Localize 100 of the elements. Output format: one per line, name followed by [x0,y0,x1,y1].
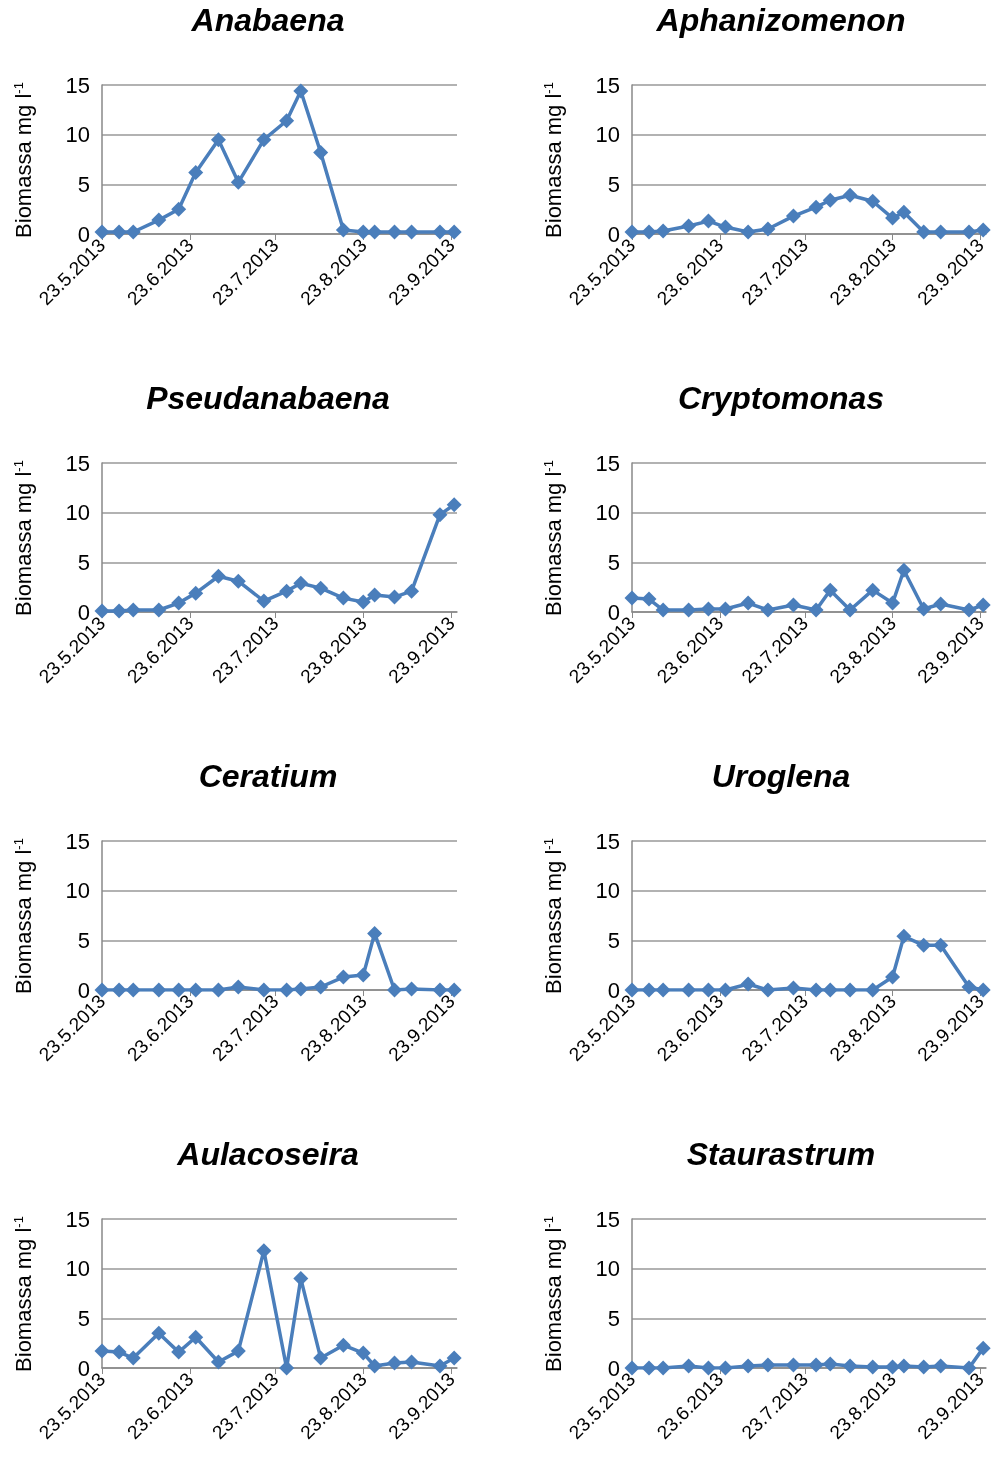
point [367,587,383,603]
point [313,979,329,995]
point [293,981,309,997]
point [404,1354,420,1370]
point [865,582,881,598]
point [210,1354,226,1370]
point [717,219,733,235]
point [717,601,733,617]
point [681,602,697,618]
point [151,602,167,618]
y-tick-label: 10 [595,878,620,904]
y-tick-label: 15 [65,1206,90,1232]
point [111,1344,127,1360]
point [279,583,295,599]
chart-title: Cryptomonas [676,379,886,418]
chart-title: Uroglena [710,757,852,796]
y-tick-label: 5 [77,171,90,197]
point [785,208,801,224]
point [961,979,977,995]
point [256,132,272,148]
point [681,218,697,234]
y-tick-label: 5 [607,549,620,575]
y-tick-label: 15 [595,72,620,98]
point [230,174,246,190]
point [111,224,127,240]
point [446,497,462,513]
point [367,224,383,240]
point [125,602,141,618]
point [367,925,383,941]
point [740,224,756,240]
point [760,1357,776,1373]
y-tick-label: 15 [65,828,90,854]
y-tick-label: 10 [595,500,620,526]
point [279,982,295,998]
point [641,982,657,998]
point [808,602,824,618]
point [700,213,716,229]
point [171,201,187,217]
point [822,1356,838,1372]
point [760,602,776,618]
point [335,969,351,985]
point [387,589,403,605]
point [111,982,127,998]
point [896,204,912,220]
point [740,1358,756,1374]
chart-title: Staurastrum [685,1135,877,1174]
point [885,595,901,611]
point [624,590,640,606]
point [279,113,295,129]
point [975,1340,991,1356]
point [641,1360,657,1376]
point [293,575,309,591]
point [313,1350,329,1366]
point [975,222,991,238]
point [94,1343,110,1359]
point [885,1359,901,1375]
chart-title: Aulacoseira [176,1135,360,1174]
y-tick-label: 10 [65,500,90,526]
point [256,593,272,609]
chart-title: Aphanizomenon [655,1,907,40]
point [335,1337,351,1353]
point [335,590,351,606]
point [151,1325,167,1341]
point [293,83,309,99]
point [387,1355,403,1371]
point [681,1358,697,1374]
point [885,969,901,985]
point [404,583,420,599]
point [842,1358,858,1374]
point [896,562,912,578]
point [355,224,371,240]
point [94,603,110,619]
point [916,601,932,617]
point [188,1329,204,1345]
point [655,602,671,618]
y-tick-label: 15 [595,1206,620,1232]
point [842,602,858,618]
y-tick-label: 5 [607,171,620,197]
point [808,199,824,215]
point [188,164,204,180]
point [808,1357,824,1373]
point [125,224,141,240]
point [313,580,329,596]
point [933,1358,949,1374]
point [885,210,901,226]
point [896,928,912,944]
point [313,145,329,161]
point [842,187,858,203]
point [740,976,756,992]
y-tick-label: 5 [607,927,620,953]
y-tick-label: 5 [77,1305,90,1331]
y-tick-label: 10 [65,1256,90,1282]
point [125,1350,141,1366]
point [367,1358,383,1374]
point [210,568,226,584]
y-tick-label: 15 [595,450,620,476]
chart-title: Pseudanabaena [145,379,391,418]
point [404,224,420,240]
point [230,573,246,589]
point [916,224,932,240]
